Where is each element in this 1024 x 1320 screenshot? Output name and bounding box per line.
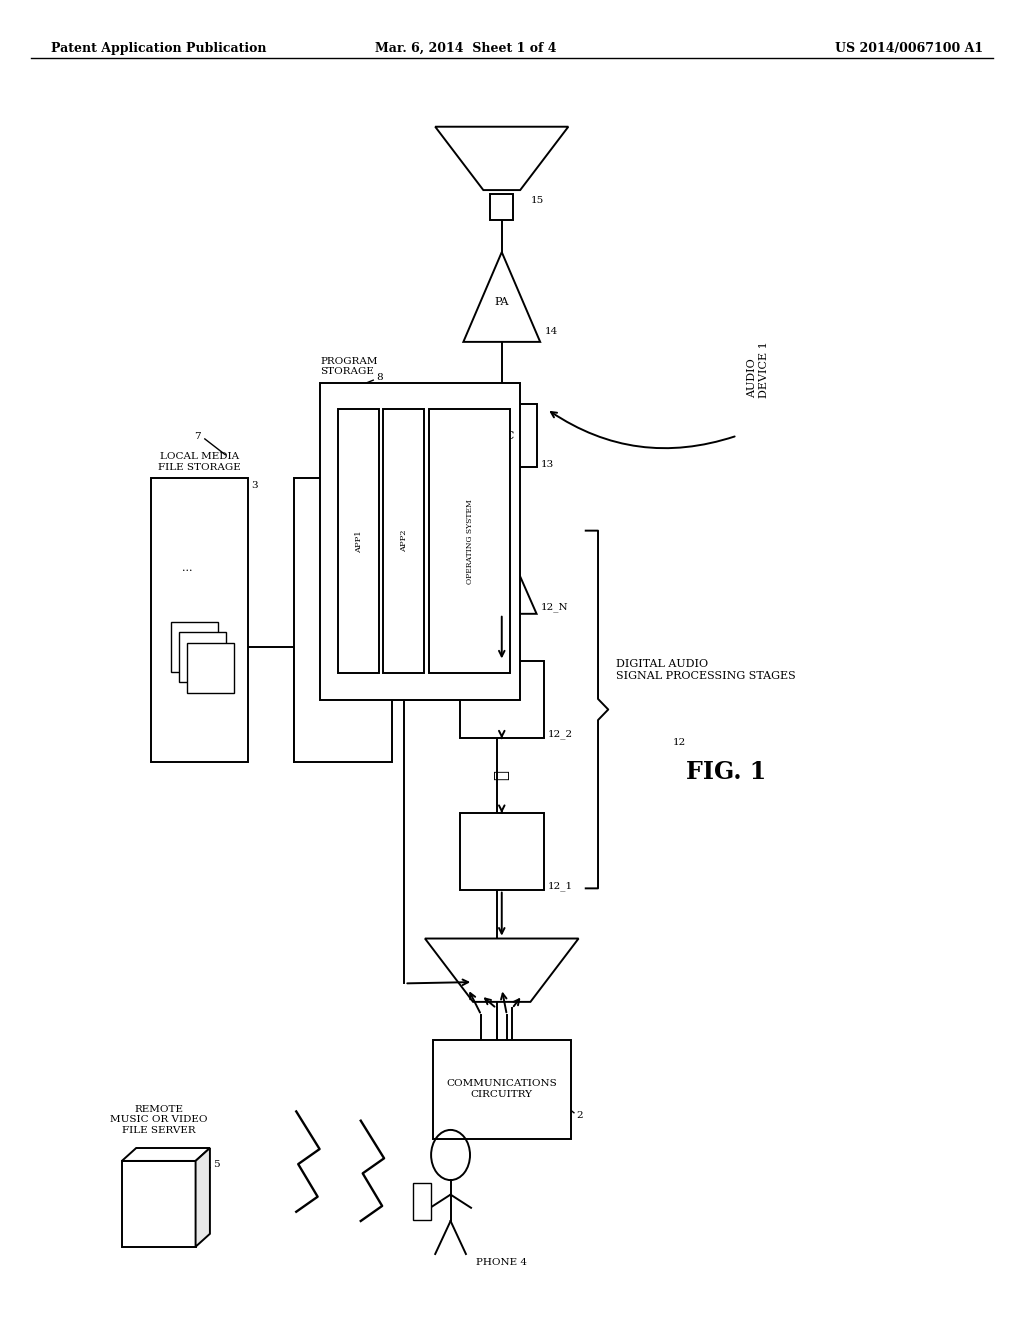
Text: OPERATING SYSTEM: OPERATING SYSTEM (466, 499, 473, 583)
FancyBboxPatch shape (295, 478, 392, 762)
FancyBboxPatch shape (171, 622, 218, 672)
Text: ⋯: ⋯ (494, 771, 510, 780)
Text: 7: 7 (195, 432, 201, 441)
Text: COMMUNICATIONS
CIRCUITRY: COMMUNICATIONS CIRCUITRY (446, 1080, 557, 1098)
FancyBboxPatch shape (490, 194, 513, 220)
FancyBboxPatch shape (467, 404, 537, 467)
Text: 8: 8 (377, 374, 383, 381)
FancyBboxPatch shape (460, 661, 544, 738)
Text: AUDIO
DEVICE 1: AUDIO DEVICE 1 (748, 342, 769, 397)
Text: US 2014/0067100 A1: US 2014/0067100 A1 (835, 42, 983, 55)
Text: PROGRAM
STORAGE: PROGRAM STORAGE (319, 356, 378, 376)
FancyBboxPatch shape (428, 409, 510, 673)
FancyBboxPatch shape (179, 632, 226, 682)
Text: ...: ... (182, 562, 193, 573)
Text: APP2: APP2 (400, 529, 408, 553)
Text: PHONE 4: PHONE 4 (476, 1258, 527, 1267)
Text: 12_N: 12_N (541, 602, 568, 612)
FancyBboxPatch shape (338, 409, 379, 673)
FancyBboxPatch shape (187, 643, 234, 693)
Text: 2: 2 (575, 1111, 583, 1119)
Text: 12_1: 12_1 (548, 880, 573, 891)
Text: APP1: APP1 (355, 529, 362, 553)
Text: REMOTE
MUSIC OR VIDEO
FILE SERVER: REMOTE MUSIC OR VIDEO FILE SERVER (110, 1105, 208, 1135)
Polygon shape (435, 127, 568, 190)
Text: PROCESSOR: PROCESSOR (338, 583, 348, 657)
FancyBboxPatch shape (152, 478, 249, 762)
FancyBboxPatch shape (432, 1040, 571, 1138)
Text: PA: PA (495, 297, 509, 308)
Polygon shape (463, 252, 541, 342)
Text: 12_2: 12_2 (548, 729, 573, 739)
Polygon shape (196, 1148, 210, 1246)
Text: DAC: DAC (489, 430, 514, 441)
Polygon shape (467, 535, 537, 614)
Polygon shape (122, 1148, 210, 1162)
Text: LOCAL MEDIA
FILE STORAGE: LOCAL MEDIA FILE STORAGE (159, 453, 241, 471)
Text: FIG. 1: FIG. 1 (686, 760, 766, 784)
Text: 13: 13 (541, 461, 554, 469)
Text: 12: 12 (673, 738, 686, 747)
Text: 5: 5 (213, 1160, 219, 1170)
FancyBboxPatch shape (122, 1162, 196, 1246)
FancyBboxPatch shape (413, 1183, 431, 1220)
Text: Mar. 6, 2014  Sheet 1 of 4: Mar. 6, 2014 Sheet 1 of 4 (375, 42, 557, 55)
FancyBboxPatch shape (383, 409, 424, 673)
FancyBboxPatch shape (319, 383, 520, 700)
Polygon shape (425, 939, 579, 1002)
Text: DIGITAL AUDIO
SIGNAL PROCESSING STAGES: DIGITAL AUDIO SIGNAL PROCESSING STAGES (616, 659, 797, 681)
Text: 14: 14 (545, 327, 558, 335)
FancyBboxPatch shape (460, 813, 544, 890)
Text: Patent Application Publication: Patent Application Publication (51, 42, 266, 55)
Text: 3: 3 (252, 480, 258, 490)
Text: 15: 15 (530, 197, 544, 205)
